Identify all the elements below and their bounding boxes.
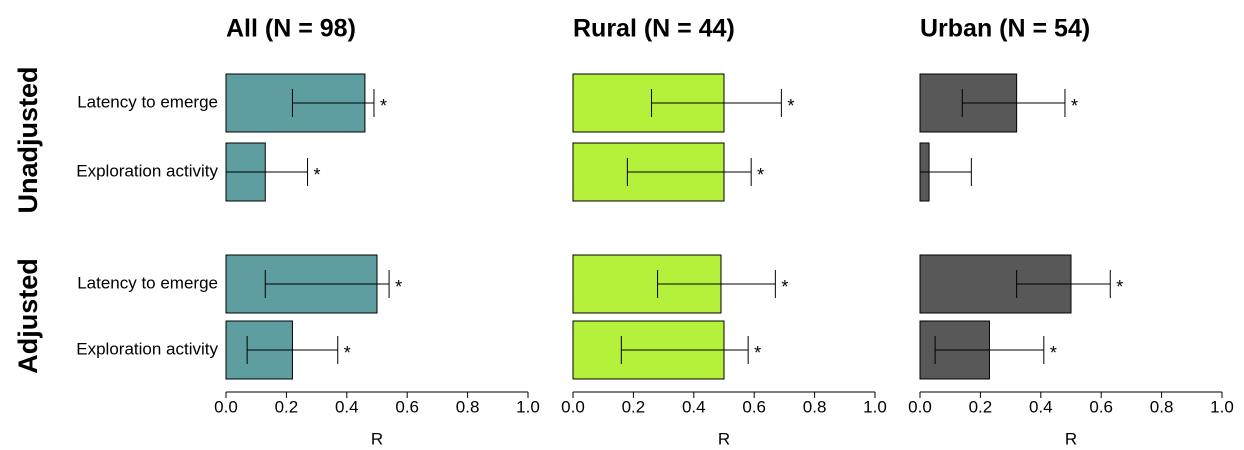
x-tick-label: 0.6 <box>395 397 419 416</box>
x-axis-label: R <box>1065 429 1077 448</box>
x-tick-label: 0.4 <box>1029 397 1053 416</box>
x-tick-label: 0.4 <box>682 397 706 416</box>
x-tick-label: 0.0 <box>214 397 238 416</box>
significance-label: * <box>380 96 387 116</box>
category-label: Exploration activity <box>76 339 218 358</box>
x-tick-label: 0.2 <box>622 397 646 416</box>
category-label: Latency to emerge <box>77 273 218 292</box>
x-tick-label: 0.0 <box>908 397 932 416</box>
x-tick-label: 0.8 <box>1150 397 1174 416</box>
category-label: Latency to emerge <box>77 92 218 111</box>
x-tick-label: 1.0 <box>863 397 887 416</box>
x-tick-label: 0.6 <box>1089 397 1113 416</box>
x-axis-label: R <box>718 429 730 448</box>
x-tick-label: 0.2 <box>969 397 993 416</box>
x-tick-label: 0.4 <box>335 397 359 416</box>
panel-title: Rural (N = 44) <box>573 15 735 43</box>
x-tick-label: 0.8 <box>456 397 480 416</box>
significance-label: * <box>1050 343 1057 363</box>
x-tick-label: 1.0 <box>1210 397 1234 416</box>
significance-label: * <box>757 165 764 185</box>
x-tick-label: 0.2 <box>275 397 299 416</box>
significance-label: * <box>344 343 351 363</box>
significance-label: * <box>787 96 794 116</box>
significance-label: * <box>754 343 761 363</box>
category-label: Exploration activity <box>76 161 218 180</box>
significance-label: * <box>395 277 402 297</box>
x-tick-label: 0.8 <box>803 397 827 416</box>
x-axis-label: R <box>371 429 383 448</box>
significance-label: * <box>781 277 788 297</box>
row-group-label: Unadjusted <box>13 66 43 213</box>
x-tick-label: 0.6 <box>742 397 766 416</box>
panel-title: All (N = 98) <box>226 15 356 43</box>
x-tick-label: 1.0 <box>516 397 540 416</box>
x-tick-label: 0.0 <box>561 397 585 416</box>
significance-label: * <box>1116 277 1123 297</box>
row-group-label: Adjusted <box>13 258 43 374</box>
significance-label: * <box>314 165 321 185</box>
significance-label: * <box>1071 96 1078 116</box>
panel-title: Urban (N = 54) <box>920 15 1090 43</box>
